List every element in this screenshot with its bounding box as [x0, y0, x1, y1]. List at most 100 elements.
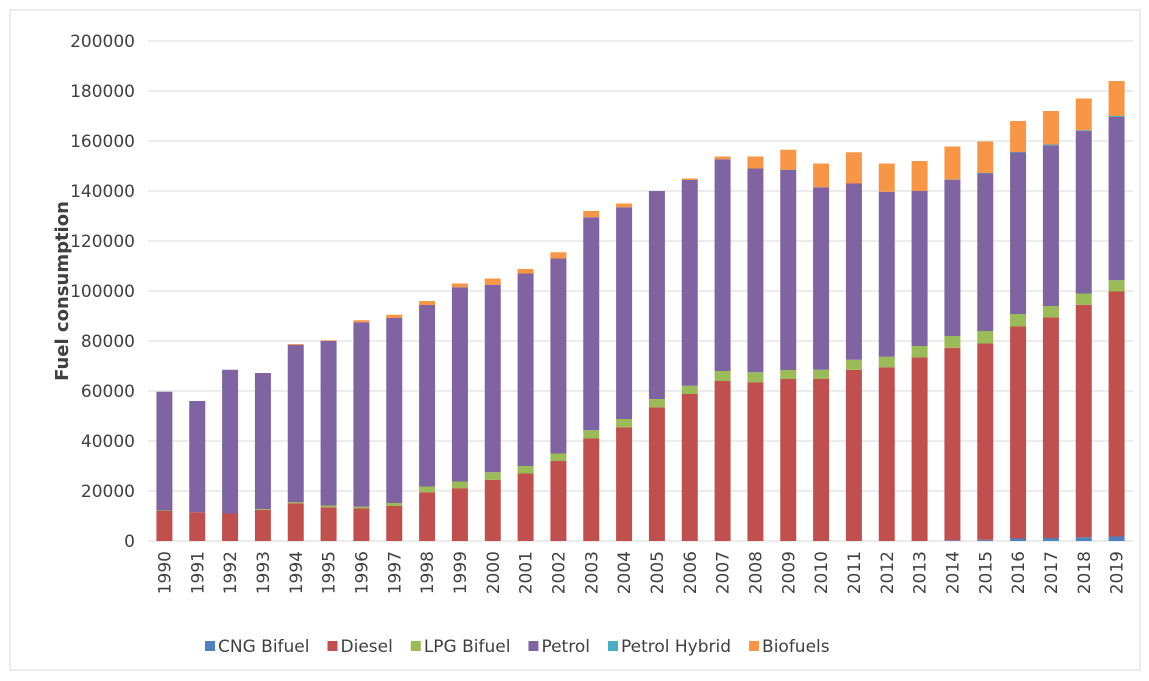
bar-segment	[1043, 306, 1059, 317]
y-tick-label: 160000	[70, 132, 135, 152]
bar-segment	[419, 301, 435, 305]
bar-segment	[518, 466, 534, 474]
bar-segment	[813, 370, 829, 379]
bar-segment	[1043, 317, 1059, 538]
bar-segment	[583, 430, 599, 438]
bar-segment	[944, 336, 960, 348]
bar-segment	[518, 269, 534, 274]
bar-segment	[780, 370, 796, 379]
bar-segment	[321, 340, 337, 341]
legend-swatch	[205, 641, 215, 651]
y-tick-label: 140000	[70, 182, 135, 202]
bar-segment	[255, 510, 271, 541]
bar-segment	[977, 540, 993, 541]
bar-segment	[649, 399, 665, 407]
bar-segment	[912, 357, 928, 541]
legend-swatch	[328, 641, 338, 651]
x-tick-label: 1997	[385, 551, 405, 594]
bar-segment	[583, 217, 599, 430]
bar-segment	[1076, 131, 1092, 294]
bar-segment	[255, 373, 271, 509]
x-tick-label: 2009	[779, 551, 799, 594]
x-tick-label: 2018	[1075, 551, 1095, 594]
bar-segment	[288, 345, 304, 503]
x-tick-label: 2002	[549, 551, 569, 594]
bar-segment	[747, 169, 763, 373]
x-tick-label: 1990	[155, 551, 175, 594]
bar-segment	[1076, 305, 1092, 538]
bar-segment	[222, 370, 238, 514]
x-tick-label: 2011	[845, 551, 865, 594]
bar-segment	[353, 507, 369, 509]
bar-segment	[353, 322, 369, 507]
x-tick-label: 1994	[287, 551, 307, 594]
bar-segment	[1010, 153, 1026, 315]
bar-segment	[1109, 292, 1125, 537]
bar-segment	[288, 344, 304, 345]
legend-swatch	[749, 641, 759, 651]
bar-segment	[715, 157, 731, 160]
x-tick-label: 2005	[648, 551, 668, 594]
bar-segment	[1043, 538, 1059, 541]
y-tick-label: 120000	[70, 232, 135, 252]
bar-segment	[419, 305, 435, 487]
bar-segment	[1076, 294, 1092, 305]
x-tick-label: 2000	[484, 551, 504, 594]
bar-segment	[944, 180, 960, 336]
y-tick-label: 0	[124, 532, 135, 552]
bar-segment	[1010, 327, 1026, 539]
bar-segment	[419, 487, 435, 493]
bar-segment	[616, 427, 632, 541]
x-tick-label: 2015	[976, 551, 996, 594]
bar-segment	[518, 274, 534, 467]
bar-segment	[780, 150, 796, 170]
bar-segment	[1076, 130, 1092, 131]
x-tick-label: 2014	[943, 551, 963, 594]
y-tick-label: 60000	[81, 382, 135, 402]
bar-segment	[518, 474, 534, 542]
legend-label: LPG Bifuel	[424, 637, 511, 657]
bar-segment	[944, 348, 960, 541]
bar-segment	[715, 381, 731, 541]
bar-segment	[1043, 145, 1059, 146]
bar-segment	[977, 331, 993, 344]
bar-segment	[780, 379, 796, 541]
bar-segment	[1109, 81, 1125, 116]
x-tick-label: 1992	[221, 551, 241, 594]
x-tick-label: 2001	[517, 551, 537, 594]
bar-segment	[747, 382, 763, 541]
bar-segment	[386, 318, 402, 503]
bar-segment	[846, 152, 862, 183]
bar-segment	[288, 502, 304, 503]
x-tick-label: 2016	[1009, 551, 1029, 594]
bar-segment	[682, 180, 698, 386]
bar-segment	[1109, 280, 1125, 291]
legend-label: Diesel	[341, 637, 393, 657]
y-tick-label: 200000	[70, 32, 135, 52]
bar-segment	[222, 514, 238, 542]
bar-segment	[977, 344, 993, 540]
bar-segment	[321, 341, 337, 506]
x-tick-label: 2006	[681, 551, 701, 594]
bar-segment	[485, 279, 501, 285]
bar-segment	[288, 504, 304, 542]
bar-segment	[682, 179, 698, 181]
legend-label: Biofuels	[762, 637, 830, 657]
bar-segment	[912, 161, 928, 191]
bar-segment	[1010, 152, 1026, 153]
bar-segment	[846, 370, 862, 541]
bar-segment	[616, 207, 632, 419]
x-tick-label: 2010	[812, 551, 832, 594]
bar-segment	[255, 509, 271, 510]
bar-segment	[583, 211, 599, 217]
bar-segment	[846, 360, 862, 370]
y-tick-label: 100000	[70, 282, 135, 302]
bar-segment	[879, 192, 895, 357]
bar-segment	[1010, 121, 1026, 152]
bar-segment	[1109, 537, 1125, 542]
bar-segment	[583, 439, 599, 542]
bar-segment	[747, 157, 763, 169]
bar-segment	[485, 472, 501, 480]
bar-segment	[1109, 116, 1125, 117]
bar-segment	[189, 512, 205, 541]
